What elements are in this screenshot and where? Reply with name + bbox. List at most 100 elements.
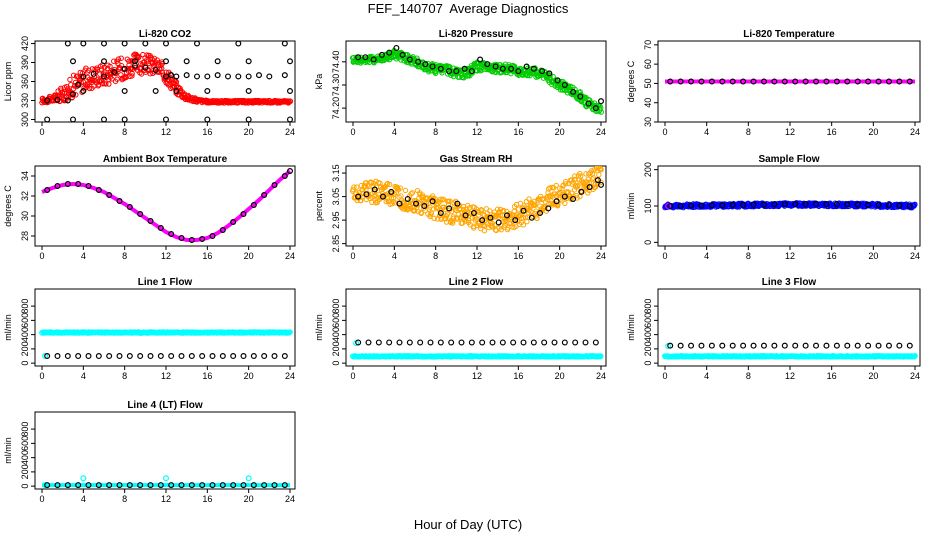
data-point bbox=[70, 116, 76, 122]
data-point bbox=[906, 203, 913, 210]
plot-frame bbox=[345, 165, 607, 247]
data-point bbox=[363, 191, 370, 198]
band-point bbox=[287, 329, 293, 335]
band-point bbox=[351, 184, 357, 190]
data-point bbox=[421, 203, 428, 210]
y-tick-label: 3.15 bbox=[331, 164, 341, 182]
data-point bbox=[508, 65, 515, 72]
data-point bbox=[271, 182, 278, 189]
data-point bbox=[245, 116, 252, 122]
data-point bbox=[781, 201, 788, 208]
data-point bbox=[54, 482, 61, 489]
data-point bbox=[379, 193, 386, 200]
data-point bbox=[121, 87, 128, 94]
band-point bbox=[588, 168, 595, 174]
data-point bbox=[833, 342, 840, 349]
data-point bbox=[429, 198, 436, 205]
x-tick-label: 4 bbox=[81, 127, 86, 137]
data-point bbox=[865, 342, 872, 349]
data-point bbox=[157, 482, 164, 489]
data-point bbox=[163, 73, 170, 80]
data-point bbox=[116, 198, 123, 205]
x-tick-label: 20 bbox=[868, 371, 878, 381]
data-point bbox=[137, 482, 144, 489]
data-point bbox=[499, 65, 506, 72]
data-point bbox=[729, 342, 736, 349]
band-point bbox=[115, 56, 122, 62]
band-point bbox=[532, 202, 538, 209]
y-tick-label: 600 bbox=[331, 313, 341, 328]
data-point bbox=[537, 210, 544, 217]
band-point bbox=[460, 206, 467, 213]
data-point bbox=[386, 339, 393, 346]
plot-frame bbox=[345, 40, 607, 123]
y-tick-label: 800 bbox=[20, 422, 30, 437]
y-tick-label: 0 bbox=[643, 361, 653, 366]
y-tick-label: 330 bbox=[20, 93, 30, 108]
x-tick-label: 8 bbox=[122, 494, 127, 504]
data-point bbox=[667, 342, 674, 349]
data-point bbox=[503, 212, 510, 219]
y-axis-label: ml/min bbox=[314, 314, 324, 341]
data-point bbox=[188, 237, 195, 244]
x-tick-label: 4 bbox=[392, 251, 397, 261]
data-point bbox=[90, 70, 97, 77]
band-point bbox=[287, 98, 293, 104]
band-point bbox=[487, 208, 493, 214]
data-point bbox=[64, 353, 71, 360]
data-point bbox=[688, 342, 695, 349]
x-tick-label: 8 bbox=[433, 251, 438, 261]
x-tick-label: 12 bbox=[161, 127, 171, 137]
x-tick-label: 0 bbox=[350, 127, 355, 137]
data-point bbox=[698, 342, 705, 349]
band-point bbox=[367, 187, 373, 193]
x-tick-label: 0 bbox=[662, 371, 667, 381]
band-point bbox=[109, 76, 115, 82]
band-point bbox=[383, 198, 389, 205]
data-point bbox=[163, 475, 170, 482]
band-point bbox=[118, 72, 124, 78]
y-axis-label: percent bbox=[314, 190, 324, 221]
y-tick-label: 2.95 bbox=[331, 211, 341, 229]
x-tick-label: 12 bbox=[785, 251, 795, 261]
panel-title: Line 4 (LT) Flow bbox=[127, 400, 203, 411]
y-axis-label: degrees C bbox=[626, 60, 636, 102]
data-point bbox=[199, 353, 206, 360]
band-point bbox=[107, 63, 113, 70]
data-point bbox=[823, 78, 830, 85]
data-point bbox=[80, 475, 87, 482]
x-tick-label: 4 bbox=[392, 371, 397, 381]
data-point bbox=[896, 78, 903, 85]
y-tick-label: 0 bbox=[20, 361, 30, 366]
data-point bbox=[854, 78, 861, 85]
data-point bbox=[802, 78, 809, 85]
x-tick-label: 8 bbox=[122, 251, 127, 261]
data-point bbox=[578, 188, 585, 195]
x-tick-label: 16 bbox=[202, 127, 212, 137]
band-point bbox=[525, 214, 531, 221]
data-point bbox=[245, 475, 252, 482]
band-point bbox=[562, 200, 568, 207]
x-tick-label: 24 bbox=[910, 127, 920, 137]
band-point bbox=[526, 196, 532, 202]
data-point bbox=[415, 58, 422, 65]
y-tick-label: 100 bbox=[643, 198, 653, 213]
data-point bbox=[188, 482, 195, 489]
data-point bbox=[235, 73, 242, 80]
data-point bbox=[271, 353, 278, 360]
data-point bbox=[44, 116, 51, 122]
y-tick-label: 30 bbox=[643, 117, 653, 127]
plot-frame bbox=[34, 165, 296, 247]
data-point bbox=[479, 217, 486, 224]
y-tick-label: 74.40 bbox=[331, 51, 341, 74]
y-tick-label: 390 bbox=[20, 55, 30, 70]
x-tick-label: 20 bbox=[244, 127, 254, 137]
main-title: FEF_140707 Average Diagnostics bbox=[367, 1, 569, 16]
data-point bbox=[422, 61, 429, 68]
band-point bbox=[395, 185, 401, 192]
data-point bbox=[760, 78, 767, 85]
band-point bbox=[570, 179, 576, 185]
plot-area bbox=[662, 200, 918, 211]
band-point bbox=[517, 200, 524, 207]
data-point bbox=[406, 339, 413, 346]
